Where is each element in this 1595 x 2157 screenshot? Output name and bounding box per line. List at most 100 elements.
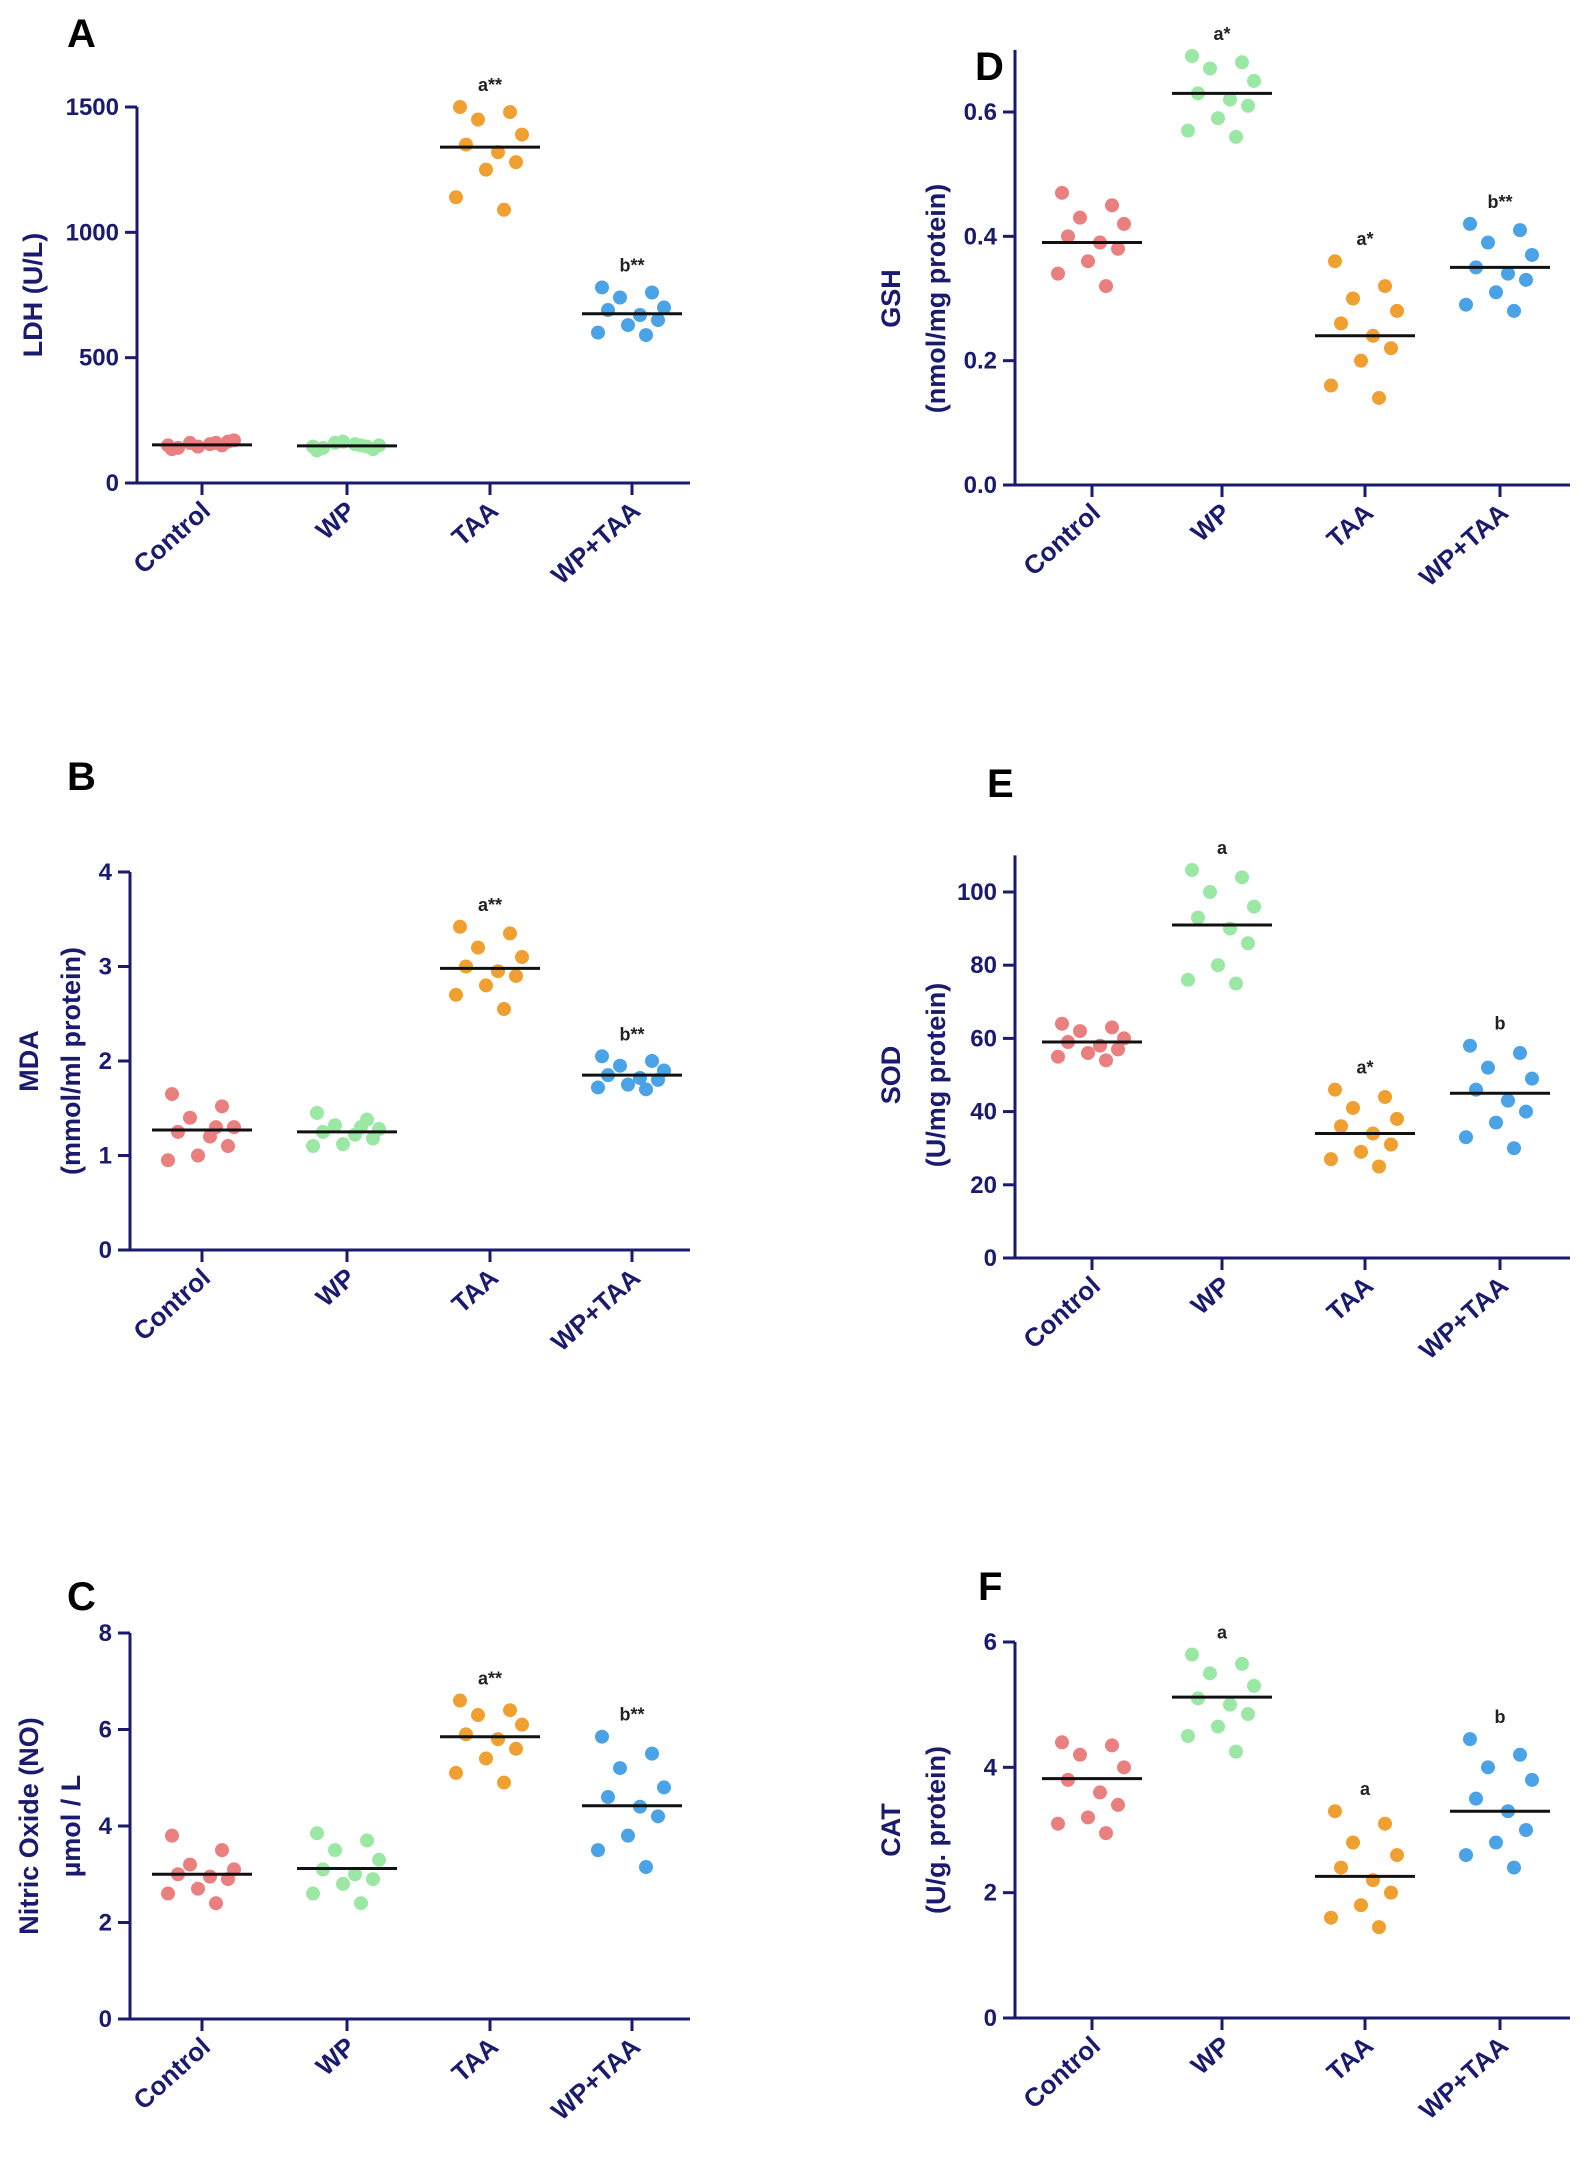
data-point	[1223, 1697, 1237, 1712]
x-category-label: WP	[310, 495, 361, 545]
y-tick-label: 2	[99, 1048, 112, 1075]
data-point	[1073, 1024, 1087, 1039]
data-point	[1507, 1141, 1521, 1156]
data-point	[1247, 1678, 1261, 1693]
data-point	[591, 1843, 605, 1858]
data-point	[310, 1105, 324, 1120]
data-point	[1111, 241, 1125, 256]
data-point	[1328, 1804, 1342, 1819]
x-category-label: Control	[127, 1262, 216, 1346]
data-point	[613, 290, 627, 305]
data-point	[613, 1058, 627, 1073]
data-point	[479, 978, 493, 993]
data-point	[449, 190, 463, 205]
data-point	[515, 127, 529, 142]
series-taa: a**	[440, 75, 540, 217]
data-point	[1525, 247, 1539, 262]
data-point	[1235, 870, 1249, 885]
series-wp-plus-taa: b**	[582, 1024, 682, 1097]
data-point	[1459, 297, 1473, 312]
data-point	[1229, 1744, 1243, 1759]
data-point	[1489, 1835, 1503, 1850]
data-point	[1513, 1046, 1527, 1061]
data-point	[1463, 216, 1477, 231]
data-point	[651, 313, 665, 328]
series-control	[1042, 1016, 1142, 1068]
data-point	[453, 919, 467, 934]
data-point	[1324, 1152, 1338, 1167]
data-point	[645, 285, 659, 300]
data-point	[1390, 303, 1404, 318]
data-point	[1501, 266, 1515, 281]
series-control	[152, 1087, 252, 1168]
series-wp-plus-taa: b**	[582, 1705, 682, 1875]
data-point	[1093, 1785, 1107, 1800]
data-point	[1328, 254, 1342, 269]
x-category-label: Control	[1017, 2030, 1106, 2114]
data-point	[1235, 55, 1249, 70]
data-point	[1081, 1810, 1095, 1825]
significance-label: a**	[478, 75, 502, 95]
data-point	[639, 328, 653, 343]
data-point	[1073, 1747, 1087, 1762]
data-point	[491, 145, 505, 160]
data-point	[209, 435, 223, 450]
data-point	[1191, 910, 1205, 925]
data-point	[471, 940, 485, 955]
data-point	[372, 1852, 386, 1867]
x-category-label: WP	[1185, 2030, 1236, 2080]
data-point	[509, 1741, 523, 1756]
series-control	[1042, 1735, 1142, 1841]
series-wp: a	[1172, 838, 1272, 991]
series-control	[152, 433, 252, 457]
data-point	[509, 155, 523, 170]
y-tick-label: 20	[970, 1172, 997, 1199]
x-category-label: WP+TAA	[545, 1262, 646, 1357]
data-point	[1081, 254, 1095, 269]
y-tick-label: 4	[99, 859, 113, 886]
series-taa: a	[1315, 1779, 1415, 1935]
data-point	[1372, 390, 1386, 405]
series-wp-plus-taa: b**	[1450, 192, 1550, 318]
series-wp	[297, 434, 397, 458]
panel-letter: D	[975, 45, 1004, 89]
y-tick-label: 1	[99, 1143, 112, 1170]
data-point	[1105, 1738, 1119, 1753]
data-point	[459, 1727, 473, 1742]
data-point	[595, 280, 609, 295]
y-tick-label: 6	[984, 1629, 997, 1656]
y-tick-label: 0	[984, 2005, 997, 2032]
data-point	[453, 100, 467, 114]
series-wp	[297, 1826, 397, 1911]
data-point	[601, 1790, 615, 1805]
x-category-label: TAA	[1321, 2030, 1380, 2087]
panel-letter: A	[67, 12, 96, 56]
data-point	[1481, 235, 1495, 250]
x-category-label: WP+TAA	[1413, 2030, 1514, 2125]
x-category-label: Control	[127, 2031, 216, 2115]
data-point	[1459, 1848, 1473, 1863]
data-point	[1211, 1719, 1225, 1734]
data-point	[1513, 223, 1527, 238]
x-category-label: WP	[310, 2031, 361, 2081]
data-point	[1105, 198, 1119, 213]
significance-label: b**	[619, 1024, 644, 1044]
y-tick-label: 1500	[66, 94, 119, 121]
data-point	[1378, 1089, 1392, 1104]
data-point	[1055, 185, 1069, 200]
significance-label: a	[1217, 838, 1228, 858]
data-point	[1378, 279, 1392, 294]
significance-label: a*	[1356, 229, 1373, 249]
data-point	[459, 959, 473, 974]
series-wp: a	[1172, 1623, 1272, 1759]
data-point	[1346, 1100, 1360, 1115]
data-point	[1354, 353, 1368, 368]
x-category-label: WP+TAA	[1413, 1270, 1514, 1365]
data-point	[1181, 123, 1195, 138]
data-point	[497, 1002, 511, 1017]
significance-label: a	[1360, 1779, 1371, 1799]
y-axis-subtitle: (U/g. protein)	[921, 1746, 951, 1914]
series-wp-plus-taa: b	[1450, 1014, 1550, 1156]
data-point	[328, 1118, 342, 1133]
series-wp-plus-taa: b	[1450, 1707, 1550, 1875]
